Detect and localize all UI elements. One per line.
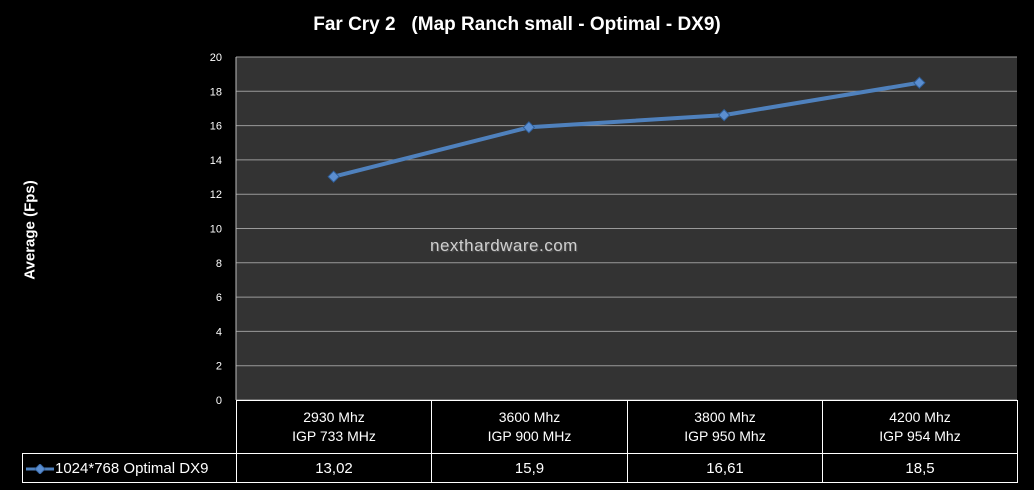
- y-tick-label: 2: [216, 361, 222, 373]
- data-point: [327, 170, 340, 183]
- x-tick-label: 4200 Mhz IGP 954 Mhz: [822, 400, 1018, 454]
- y-tick-label: 12: [210, 189, 222, 201]
- data-point: [522, 121, 536, 134]
- series-markers: [327, 76, 926, 183]
- data-label: 16,61: [627, 453, 823, 483]
- data-table: 2930 Mhz IGP 733 MHz 3600 Mhz IGP 900 MHz …: [22, 400, 1018, 483]
- y-tick-label: 14: [210, 155, 222, 167]
- chart-title: Far Cry 2 (Map Ranch small - Optimal - D…: [313, 14, 721, 35]
- series-line: [333, 80, 920, 179]
- data-point: [717, 108, 731, 122]
- legend-entry: 1024*768 Optimal DX9: [22, 453, 237, 483]
- data-label: 15,9: [431, 453, 628, 483]
- data-point: [913, 76, 926, 89]
- legend-key-icon: [26, 463, 54, 474]
- values-row: 1024*768 Optimal DX9 13,02 15,9 16,61 18…: [22, 453, 1018, 483]
- x-tick-label: 2930 Mhz IGP 733 MHz: [236, 400, 432, 454]
- y-tick-label: 18: [210, 86, 222, 98]
- x-tick-label: 3600 Mhz IGP 900 MHz: [431, 400, 628, 454]
- y-tick-label: 16: [210, 121, 222, 133]
- y-tick-label: 6: [216, 292, 222, 304]
- watermark: nexthardware.com: [430, 236, 578, 255]
- category-row: 2930 Mhz IGP 733 MHz 3600 Mhz IGP 900 MHz …: [22, 400, 1018, 454]
- y-tick-label: 4: [216, 326, 222, 338]
- y-tick-label: 10: [210, 224, 222, 236]
- y-tick-label: 8: [216, 258, 222, 270]
- x-tick-label: 3800 Mhz IGP 950 Mhz: [627, 400, 823, 454]
- table-corner: [22, 400, 237, 454]
- legend-label: 1024*768 Optimal DX9: [55, 459, 209, 477]
- data-label: 18,5: [822, 453, 1018, 483]
- y-tick-label: 20: [210, 52, 222, 64]
- data-label: 13,02: [236, 453, 432, 483]
